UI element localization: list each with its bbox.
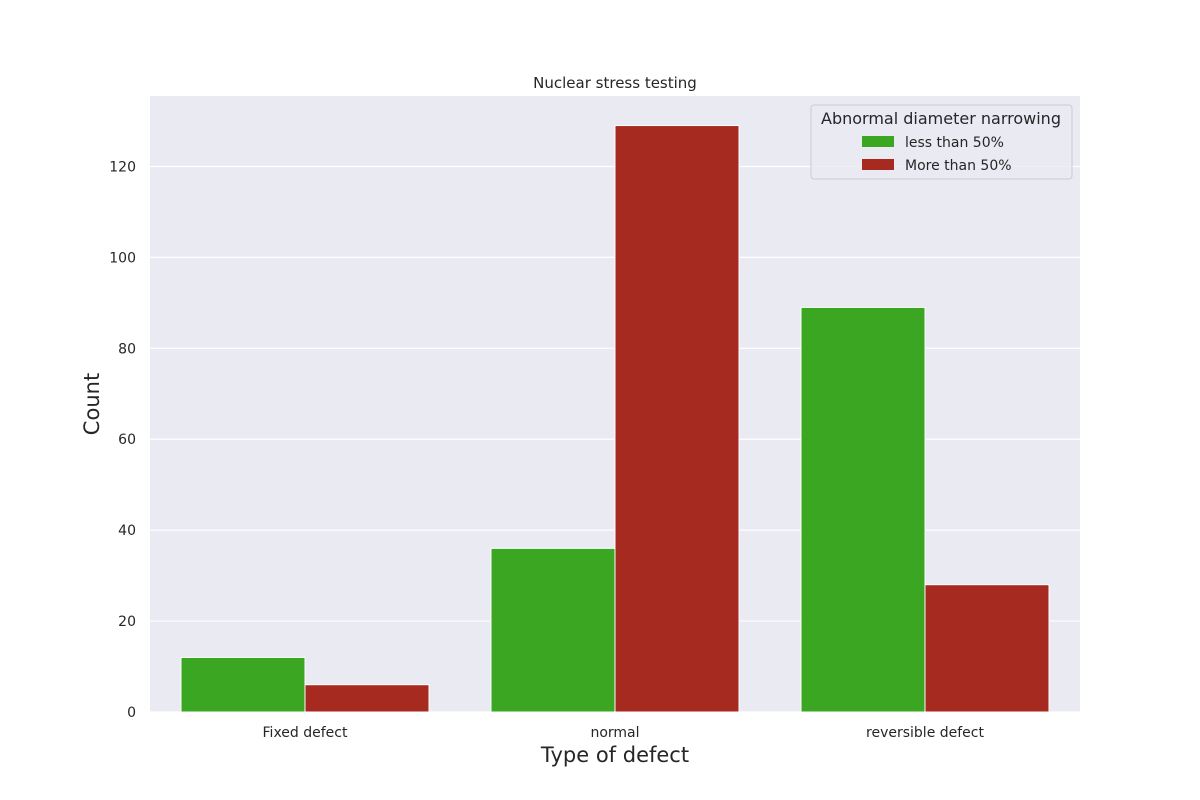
y-axis-title: Count <box>80 373 104 435</box>
x-tick-label: normal <box>590 725 639 741</box>
bar-reversible-defect-series-0 <box>800 306 926 713</box>
y-tick-label: 100 <box>109 250 136 266</box>
bar-normal-series-1 <box>614 125 740 713</box>
x-axis-title: Type of defect <box>540 743 689 767</box>
legend-swatch-less-than-50 <box>862 136 894 147</box>
bar-fixed-defect-series-1 <box>304 684 430 713</box>
x-tick-label: Fixed defect <box>263 725 348 741</box>
y-tick-label: 120 <box>109 159 136 175</box>
y-tick-label: 60 <box>118 432 136 448</box>
bar-reversible-defect-series-1 <box>924 584 1050 713</box>
y-tick-labels: 0 20 40 60 80 100 120 <box>109 159 136 721</box>
y-tick-label: 20 <box>118 614 136 630</box>
x-tick-labels: Fixed defect normal reversible defect <box>263 725 985 741</box>
legend-label-less-than-50: less than 50% <box>905 135 1004 151</box>
bar-fixed-defect-series-0 <box>180 656 306 713</box>
legend-title: Abnormal diameter narrowing <box>821 109 1061 128</box>
legend-swatch-more-than-50 <box>862 159 894 170</box>
bars <box>180 125 1050 713</box>
chart-title: Nuclear stress testing <box>533 74 697 92</box>
bar-normal-series-0 <box>490 547 616 713</box>
legend: Abnormal diameter narrowing less than 50… <box>810 104 1073 180</box>
y-tick-label: 0 <box>127 705 136 721</box>
legend-label-more-than-50: More than 50% <box>905 158 1012 174</box>
x-tick-label: reversible defect <box>866 725 984 741</box>
y-tick-label: 40 <box>118 523 136 539</box>
y-tick-label: 80 <box>118 341 136 357</box>
